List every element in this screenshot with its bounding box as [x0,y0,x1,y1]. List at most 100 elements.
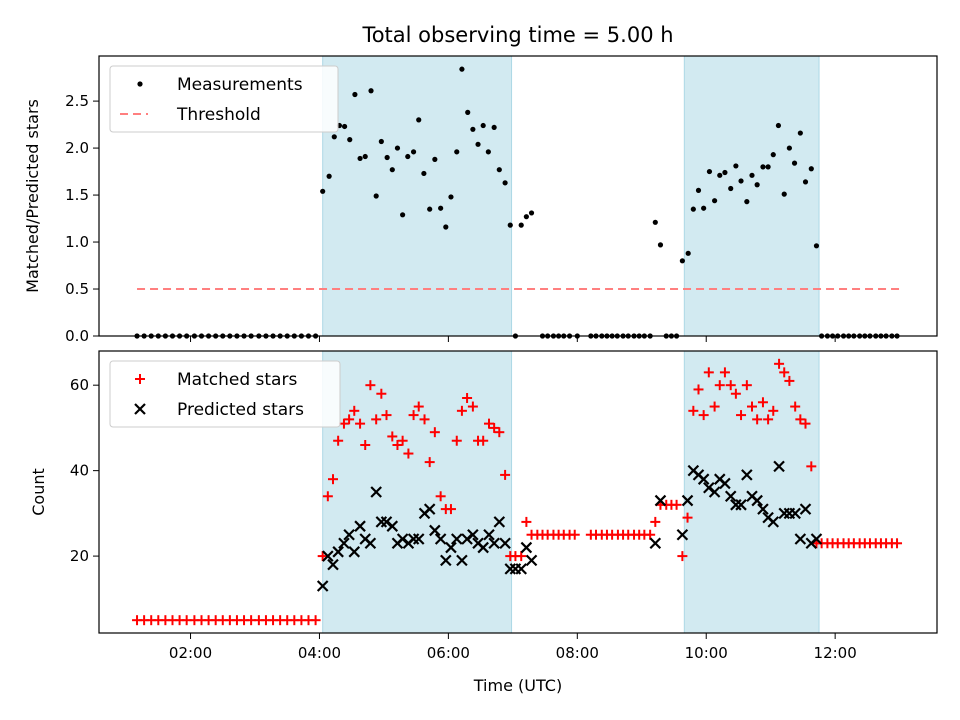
data-point [799,503,812,515]
data-point [677,551,688,562]
data-point [730,388,741,399]
data-point [717,172,723,178]
data-point [650,516,661,527]
data-point [445,541,457,554]
data-point [709,401,720,412]
data-point [800,418,811,429]
data-point [317,551,328,562]
data-point [348,546,361,558]
data-point [450,533,463,545]
data-point [813,243,820,249]
count-panel-frame [98,350,938,634]
data-point [322,550,334,562]
data-point [483,528,495,541]
data-point [384,154,390,161]
data-point [412,533,425,545]
data-point [371,414,382,425]
observing-windows [322,350,820,634]
data-point [327,474,338,485]
legend-label-threshold: Threshold [176,105,261,125]
data-point [808,166,814,172]
data-point [892,538,903,549]
data-point [786,145,792,151]
data-point [516,551,527,562]
data-point [357,155,363,162]
data-point [364,537,377,550]
data-point [435,491,446,502]
legend-marker-measurements [137,81,143,87]
data-point [419,414,430,425]
data-point [525,554,538,567]
observing-window-1 [322,350,513,634]
data-point [810,533,823,545]
data-point [712,198,718,204]
legend-item-matched-stars: Matched stars [135,370,297,390]
data-point [741,469,753,481]
data-point [749,172,755,178]
data-point [386,520,399,532]
data-point [528,210,535,216]
data-point [521,516,532,527]
x-tick-label: 08:00 [556,644,599,662]
ratio-x-ticks [190,336,836,342]
data-point [569,529,580,540]
count-legend: Matched stars Predicted stars [109,360,341,428]
legend-marker-predicted-stars [134,403,146,415]
observing-window-2 [683,55,820,337]
data-point [719,367,730,378]
legend-item-predicted-stars: Predicted stars [134,400,304,420]
data-point [754,182,760,188]
data-point [408,410,419,421]
data-point [344,414,355,425]
data-point [459,66,465,72]
data-point [443,224,449,230]
x-tick-label: 10:00 [685,644,728,662]
data-point [467,401,478,412]
data-point [424,457,435,468]
legend-label-predicted-stars: Predicted stars [177,400,304,420]
data-point [465,109,471,115]
data-point [381,410,392,421]
data-point [741,380,752,391]
data-point [470,126,476,132]
data-point [703,367,714,378]
data-point [332,546,344,558]
data-point [429,427,440,438]
data-point [757,397,768,408]
data-point [523,214,529,220]
data-point [768,405,779,416]
data-point [708,486,721,498]
data-point [488,537,500,550]
data-point [719,477,731,490]
y-tick-label: 0.0 [65,327,89,345]
data-point [373,193,379,199]
legend-symbol [137,81,143,87]
data-point [423,503,436,515]
data-point [496,167,502,173]
data-point [456,405,467,416]
data-point [493,516,506,528]
data-point [502,180,508,186]
data-point [688,405,699,416]
data-point [410,149,417,155]
data-point [310,615,321,626]
data-point [485,149,491,155]
ratio-y-axis-label: Matched/Predicted stars [23,99,42,293]
data-point [429,524,441,537]
data-point [784,375,795,386]
data-point [400,212,406,218]
data-point [327,558,339,571]
data-point [394,145,401,151]
data-point [744,199,750,205]
data-point [445,504,456,515]
data-point [763,414,774,425]
data-point [706,168,713,175]
data-point [518,222,524,228]
chart-title: Total observing time = 5.00 h [361,23,673,47]
data-point [765,164,771,170]
x-axis-label: Time (UTC) [473,676,562,695]
data-point [427,206,433,212]
data-point [489,422,500,433]
ratio-legend: Measurements Threshold [109,65,339,133]
data-point [347,137,353,143]
